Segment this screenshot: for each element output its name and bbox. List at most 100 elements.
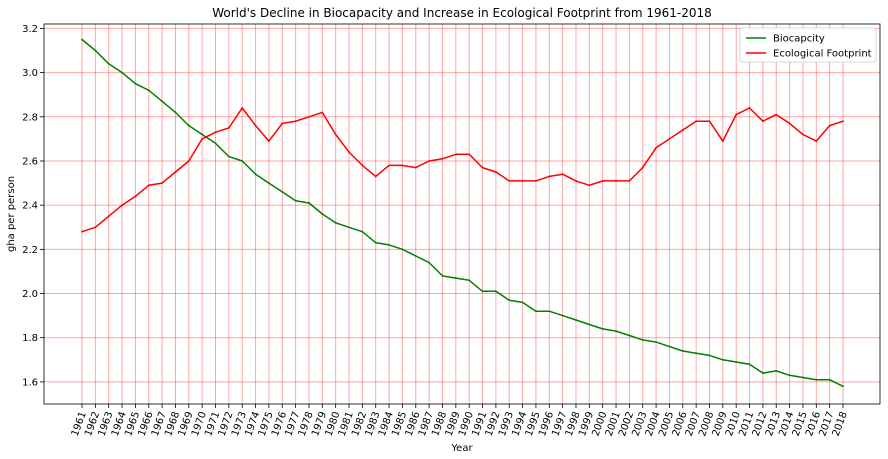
data-point xyxy=(775,369,778,372)
data-point xyxy=(521,301,524,304)
data-point xyxy=(187,124,190,127)
data-point xyxy=(615,179,617,182)
data-point xyxy=(134,82,137,85)
data-point xyxy=(828,124,831,127)
data-point xyxy=(641,166,644,169)
data-point xyxy=(294,120,297,123)
y-tick-label: 1.6 xyxy=(22,377,38,388)
data-point xyxy=(334,133,337,136)
data-point xyxy=(575,319,577,321)
data-point xyxy=(561,173,564,176)
data-point xyxy=(735,113,738,116)
data-point xyxy=(107,215,110,218)
y-axis-label: gha per person xyxy=(6,176,17,252)
data-point xyxy=(748,363,751,366)
data-point xyxy=(414,166,417,169)
data-point xyxy=(428,160,431,162)
data-point xyxy=(227,155,230,158)
data-point xyxy=(548,310,551,313)
data-point xyxy=(468,279,471,282)
y-tick-label: 2.0 xyxy=(22,289,38,300)
data-point xyxy=(454,277,457,279)
data-point xyxy=(348,226,350,229)
data-point xyxy=(147,89,150,92)
data-point xyxy=(161,100,164,103)
y-axis: 1.6 1.8 2.0 2.2 2.4 2.6 2.8 3.0 3.2 xyxy=(22,24,44,388)
y-tick-label: 3.2 xyxy=(22,24,38,35)
x-axis: 1961196219631964196519661967196819691970… xyxy=(70,404,850,438)
data-point xyxy=(241,160,244,162)
data-point xyxy=(708,354,711,357)
data-point xyxy=(601,179,604,182)
data-point xyxy=(735,361,738,363)
data-point xyxy=(308,202,310,204)
data-point xyxy=(361,164,364,167)
data-point xyxy=(481,290,484,293)
data-point xyxy=(441,274,444,277)
data-point xyxy=(187,160,190,162)
data-point xyxy=(334,221,337,224)
legend-label: Biocapcity xyxy=(773,34,825,45)
data-point xyxy=(174,171,177,173)
data-point xyxy=(681,129,684,131)
data-point xyxy=(815,378,818,381)
data-point xyxy=(721,358,724,361)
data-point xyxy=(214,142,217,145)
data-point xyxy=(788,374,791,377)
data-point xyxy=(94,49,97,52)
data-point xyxy=(308,115,310,118)
data-point xyxy=(281,122,284,125)
data-point xyxy=(508,179,511,182)
y-tick-label: 2.6 xyxy=(22,156,38,167)
x-axis-label: Year xyxy=(450,443,473,454)
data-point xyxy=(161,182,164,184)
y-tick-label: 2.2 xyxy=(22,245,38,256)
data-point xyxy=(655,146,657,149)
data-point xyxy=(254,124,257,127)
data-point xyxy=(401,248,404,251)
data-point xyxy=(535,179,537,182)
data-point xyxy=(521,179,524,182)
data-point xyxy=(294,199,297,202)
data-point xyxy=(588,323,591,326)
data-point xyxy=(388,164,390,167)
data-point xyxy=(388,244,390,246)
data-point xyxy=(428,261,431,264)
data-point xyxy=(575,179,577,182)
data-point xyxy=(107,62,110,65)
data-point xyxy=(655,341,657,344)
data-point xyxy=(815,140,818,142)
data-point xyxy=(628,334,631,337)
data-point xyxy=(708,120,711,123)
series-lines xyxy=(81,38,844,388)
series-line-0 xyxy=(81,38,844,387)
data-point xyxy=(802,133,804,136)
data-point xyxy=(254,173,257,176)
series-line-1 xyxy=(81,107,844,233)
data-point xyxy=(641,339,644,341)
data-point xyxy=(281,191,284,193)
data-point xyxy=(361,230,364,233)
data-point xyxy=(588,184,591,187)
data-point xyxy=(508,299,511,302)
data-point xyxy=(81,38,83,41)
data-point xyxy=(241,107,244,109)
data-point xyxy=(401,164,404,167)
data-point xyxy=(454,153,457,156)
data-point xyxy=(842,385,844,388)
data-point xyxy=(321,213,324,215)
data-point xyxy=(268,140,270,142)
data-point xyxy=(761,372,764,374)
data-point xyxy=(761,120,764,123)
data-point xyxy=(468,153,471,156)
data-point xyxy=(828,378,831,381)
data-point xyxy=(494,171,497,173)
data-point xyxy=(214,131,217,134)
data-point xyxy=(668,345,671,348)
data-point xyxy=(227,126,230,129)
y-tick-label: 2.4 xyxy=(22,201,38,212)
data-point xyxy=(615,330,617,332)
data-point xyxy=(201,133,204,136)
legend: Biocapcity Ecological Footprint xyxy=(739,27,877,63)
data-point xyxy=(802,376,804,379)
